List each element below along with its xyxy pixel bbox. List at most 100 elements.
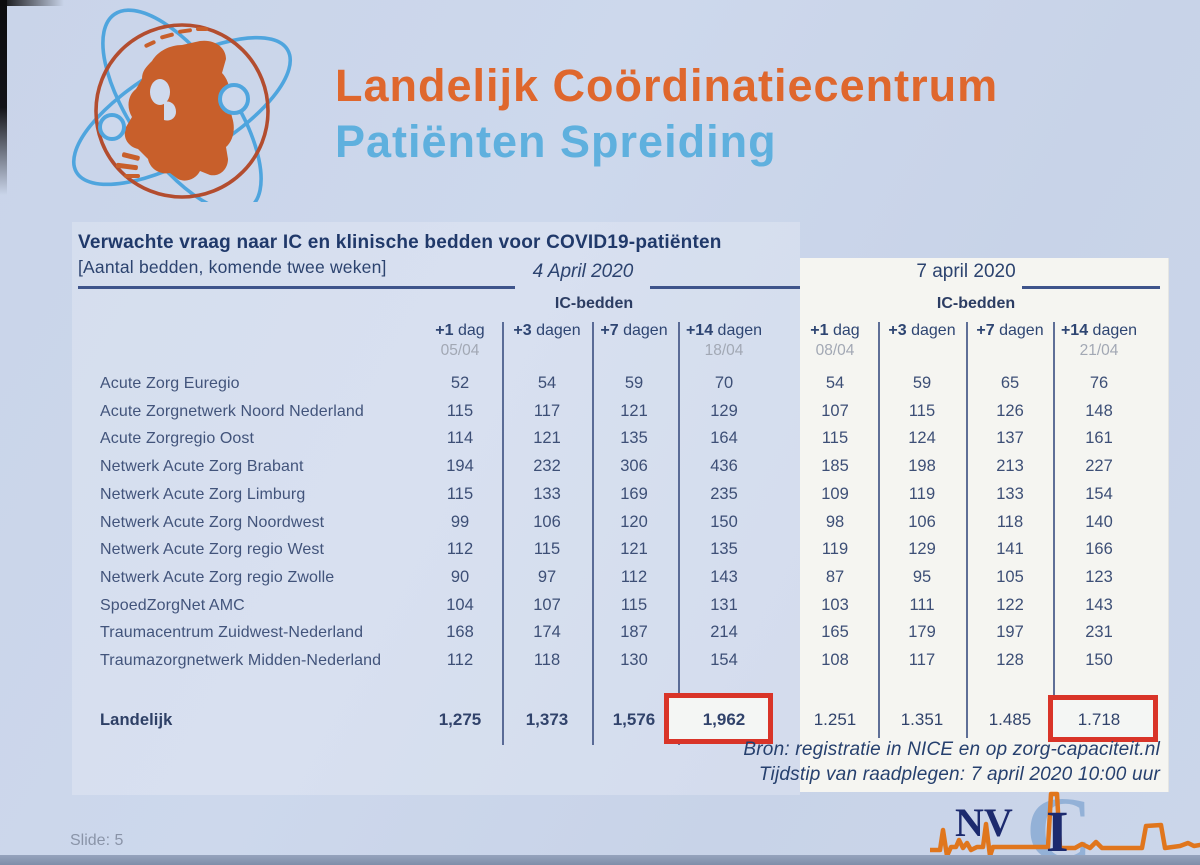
band-ic-bedden-left: IC-bedden [554, 295, 634, 312]
bed-count-cell: 54 [825, 374, 845, 392]
bed-count-cell: 198 [908, 457, 936, 476]
bed-count-cell: 121 [533, 429, 561, 448]
table-row: Acute Zorgnetwerk Noord Nederland 115 117 1… [0, 398, 1200, 426]
column-divider [966, 322, 968, 738]
table-row: Netwerk Acute Zorg Limburg 115 133 169 235 10… [0, 481, 1200, 509]
bed-count-cell: 148 [1085, 401, 1113, 420]
column-divider [678, 322, 680, 745]
bed-count-cell: 185 [821, 457, 849, 476]
region-name: Acute Zorgnetwerk Noord Nederland [100, 402, 364, 420]
total-cell: 1.251 [813, 710, 857, 729]
netherlands-map [115, 27, 234, 181]
brand-title-line2: Patiënten Spreiding [335, 116, 777, 167]
region-name: Acute Zorgregio Oost [100, 430, 255, 448]
bed-count-cell: 168 [446, 623, 474, 642]
region-name: Acute Zorg Euregio [100, 375, 240, 392]
bed-count-cell: 52 [450, 374, 470, 392]
bed-count-cell: 90 [450, 567, 470, 586]
logo-ring [94, 23, 270, 199]
bed-count-cell: 161 [1085, 429, 1113, 448]
bed-count-cell: 107 [533, 595, 561, 614]
bed-count-cell: 115 [908, 401, 936, 420]
column-header-label: +7 dagen [600, 322, 668, 339]
bed-count-cell: 112 [446, 651, 474, 669]
bed-count-cell: 105 [996, 567, 1024, 586]
bed-count-cell: 76 [1089, 374, 1109, 392]
column-header-label: +1 dag [435, 322, 485, 339]
date-left-section: 4 April 2020 [532, 261, 634, 282]
bed-count-cell: 150 [1085, 651, 1113, 669]
bed-count-cell: 214 [710, 623, 738, 642]
header-rule [78, 286, 515, 289]
bed-count-cell: 306 [620, 457, 648, 476]
brand-title: Landelijk Coördinatiecentrum Patiënten S… [335, 58, 998, 170]
bed-count-cell: 133 [996, 484, 1024, 503]
table-row: Netwerk Acute Zorg Noordwest 99 106 120 150 9… [0, 509, 1200, 537]
slide-number: Slide: 5 [70, 832, 124, 849]
header-rule [650, 286, 800, 289]
bed-count-cell: 118 [533, 651, 561, 669]
table-row: Acute Zorgregio Oost 114 121 135 164 115 124 13… [0, 425, 1200, 453]
bed-count-cell: 194 [446, 457, 474, 476]
bed-count-cell: 59 [912, 374, 932, 392]
column-divider [1053, 322, 1055, 738]
bed-count-cell: 109 [821, 484, 849, 503]
bed-count-cell: 164 [710, 429, 738, 448]
bed-count-cell: 126 [996, 401, 1024, 420]
bed-count-cell: 104 [446, 595, 474, 614]
bed-count-cell: 213 [996, 457, 1024, 476]
bed-count-cell: 106 [908, 512, 936, 531]
table-row: Netwerk Acute Zorg regio West 112 115 121 13… [0, 536, 1200, 564]
total-cell: 1,373 [525, 710, 569, 729]
bed-count-cell: 117 [908, 651, 936, 669]
region-name: Traumacentrum Zuidwest-Nederland [100, 624, 364, 642]
column-divider [502, 322, 504, 745]
bed-count-cell: 154 [1085, 484, 1113, 503]
bed-count-cell: 165 [821, 623, 849, 642]
column-header-right-+7: +7 dagen [955, 322, 1065, 360]
bed-count-cell: 436 [710, 457, 738, 476]
bed-count-cell: 54 [537, 374, 557, 392]
bed-count-cell: 108 [821, 651, 849, 669]
video-edge-artifact [0, 0, 7, 195]
table-row: Traumacentrum Zuidwest-Nederland 168 174 18… [0, 619, 1200, 647]
bed-count-cell: 112 [620, 567, 648, 586]
highlight-box-4april-total [664, 693, 773, 744]
column-header-date: 08/04 [815, 342, 855, 359]
bed-count-cell: 95 [912, 567, 932, 586]
bed-count-cell: 103 [821, 595, 849, 614]
bed-count-cell: 114 [446, 429, 474, 448]
bed-count-cell: 119 [821, 540, 849, 559]
total-cell: 1,962 [702, 710, 746, 729]
region-name: Netwerk Acute Zorg regio Zwolle [100, 568, 335, 586]
total-cell: 1,576 [612, 710, 656, 729]
bed-count-cell: 129 [908, 540, 936, 559]
orbit-nodes [98, 83, 250, 141]
bed-count-cell: 231 [1085, 623, 1113, 642]
table-row: Netwerk Acute Zorg regio Zwolle 90 97 112 14… [0, 564, 1200, 592]
total-name: Landelijk [100, 711, 173, 729]
region-name: Netwerk Acute Zorg Noordwest [100, 513, 325, 531]
bed-count-cell: 115 [533, 540, 561, 559]
nvic-letters-nv: NV [955, 800, 1013, 845]
bed-count-cell: 120 [620, 512, 648, 531]
region-name: Netwerk Acute Zorg Brabant [100, 458, 304, 476]
column-header-date: 18/04 [704, 342, 744, 359]
region-name: Netwerk Acute Zorg Limburg [100, 485, 306, 503]
column-header-right-+3: +3 dagen [867, 322, 977, 360]
bed-count-cell: 115 [620, 595, 648, 614]
bed-count-cell: 121 [620, 540, 648, 559]
bed-count-cell: 65 [1000, 374, 1020, 392]
nvic-logo: C NV I [930, 790, 1200, 865]
column-header-date: 05/04 [440, 342, 480, 359]
table-row: Acute Zorg Euregio 52 54 59 70 54 59 65 76 [0, 370, 1200, 398]
bed-count-cell: 124 [908, 429, 936, 448]
bed-count-cell: 135 [620, 429, 648, 448]
bed-count-cell: 166 [1085, 540, 1113, 559]
bed-count-cell: 179 [908, 623, 936, 642]
bed-count-cell: 141 [996, 540, 1024, 559]
bed-count-cell: 143 [710, 567, 738, 586]
bed-count-cell: 123 [1085, 567, 1113, 586]
table-subtitle: [Aantal bedden, komende twee weken] [78, 257, 387, 277]
bed-count-cell: 107 [821, 401, 849, 420]
